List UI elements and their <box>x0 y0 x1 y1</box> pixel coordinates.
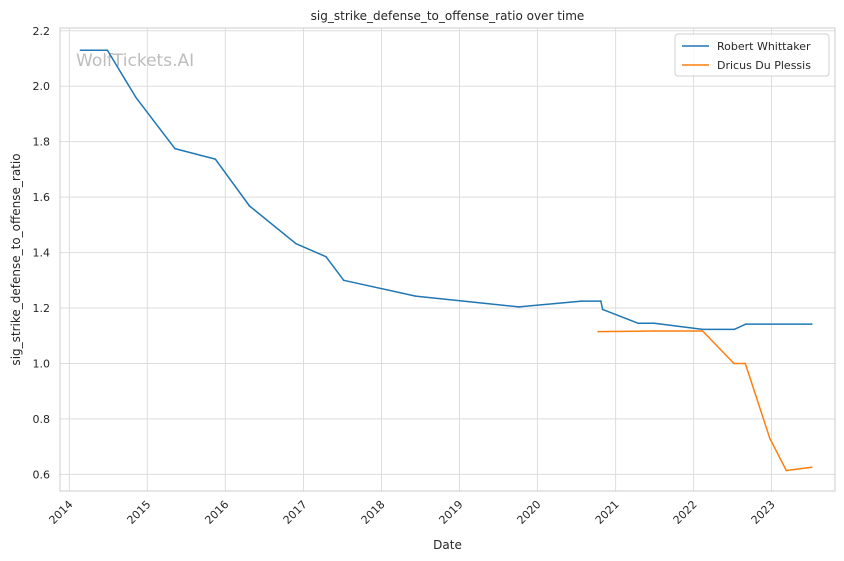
data-point <box>580 300 583 302</box>
y-axis-ticks: 0.6 0.8 1.0 1.2 1.4 1.6 1.8 2.0 2.2 <box>33 25 51 482</box>
legend-label: Dricus Du Plessis <box>717 59 811 72</box>
data-point <box>79 49 82 51</box>
data-point <box>733 328 735 331</box>
data-point <box>653 322 656 325</box>
data-point <box>135 96 137 99</box>
y-tick-label: 2.0 <box>33 80 51 93</box>
series-line-dricus-du-plessis <box>598 330 812 472</box>
y-tick-label: 1.6 <box>33 191 51 204</box>
y-tick-label: 1.4 <box>33 247 51 260</box>
legend-box <box>674 33 830 77</box>
data-point <box>518 306 520 308</box>
legend-label: Robert Whittaker <box>717 40 811 53</box>
data-point <box>342 279 345 282</box>
data-point <box>810 323 813 325</box>
data-point <box>106 49 109 51</box>
data-point <box>745 323 747 325</box>
data-point <box>214 158 217 160</box>
y-tick-label: 1.8 <box>33 136 51 149</box>
chart-title: sig_strike_defense_to_offense_ratio over… <box>311 9 585 23</box>
data-point <box>414 295 417 297</box>
y-tick-label: 2.2 <box>33 25 51 38</box>
data-point <box>248 205 251 207</box>
data-point <box>810 466 813 468</box>
data-point <box>733 362 735 365</box>
data-point <box>769 437 771 440</box>
data-point <box>785 469 788 472</box>
y-tick-label: 1.2 <box>33 302 51 315</box>
data-point <box>174 147 176 150</box>
data-point <box>653 330 656 332</box>
x-axis-title: Date <box>433 538 462 552</box>
data-point <box>601 308 604 311</box>
data-point <box>295 242 297 245</box>
series-line-robert-whittaker <box>80 49 812 331</box>
data-point <box>600 300 602 302</box>
data-point <box>597 330 599 333</box>
y-tick-label: 1.0 <box>33 357 51 370</box>
legend: Robert Whittaker Dricus Du Plessis <box>674 33 830 77</box>
series-group <box>79 49 813 472</box>
data-point <box>744 362 747 365</box>
data-point <box>325 255 327 258</box>
y-tick-label: 0.8 <box>33 413 51 426</box>
y-axis-title: sig_strike_defense_to_offense_ratio <box>9 153 23 365</box>
data-point <box>701 328 704 331</box>
grid <box>60 28 835 491</box>
data-point <box>637 322 640 325</box>
y-tick-label: 0.6 <box>33 468 51 481</box>
watermark-text: WolfTickets.AI <box>76 51 194 71</box>
data-point <box>701 330 704 332</box>
plot-area <box>59 27 836 492</box>
